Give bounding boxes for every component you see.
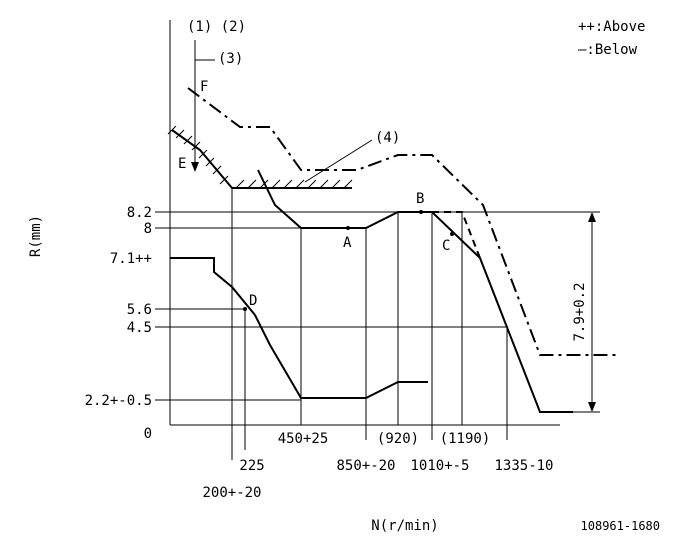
callout: E: [178, 156, 186, 172]
y-label: 8.2: [127, 205, 152, 221]
legend-below: —:Below: [578, 42, 638, 58]
x-label: 225: [239, 458, 264, 474]
y-label: 7.1++: [110, 251, 152, 267]
x-label: 450+25: [278, 431, 329, 447]
curves: [167, 87, 616, 413]
callout: (4): [375, 130, 400, 146]
y-label: 2.2+-0.5: [85, 393, 152, 409]
markers: (1) (2): [187, 19, 246, 35]
y-label: 4.5: [127, 320, 152, 336]
x-label: 200+-20: [202, 485, 261, 501]
guides: [155, 20, 600, 460]
point-label: C: [442, 238, 450, 254]
x-label: (920): [377, 431, 419, 447]
point-label: B: [416, 191, 424, 207]
point-label: A: [343, 235, 352, 251]
y-label: 8: [144, 221, 152, 237]
x-axis-title: N(r/min): [371, 518, 438, 534]
point-label: D: [249, 293, 257, 309]
x-label: (1190): [440, 431, 491, 447]
legend-above: ++:Above: [578, 19, 645, 35]
y-label: 0: [144, 426, 152, 442]
drawing-number: 108961-1680: [581, 519, 660, 533]
y-label: 5.6: [127, 302, 152, 318]
x-label: 1010+-5: [410, 458, 469, 474]
dimension: 7.9+0.2: [572, 282, 588, 341]
y-axis-title: R(mm): [28, 215, 44, 257]
callout: (3): [218, 51, 243, 67]
x-label: 1335-10: [494, 458, 553, 474]
x-label: 850+-20: [336, 458, 395, 474]
callout: F: [200, 79, 208, 95]
